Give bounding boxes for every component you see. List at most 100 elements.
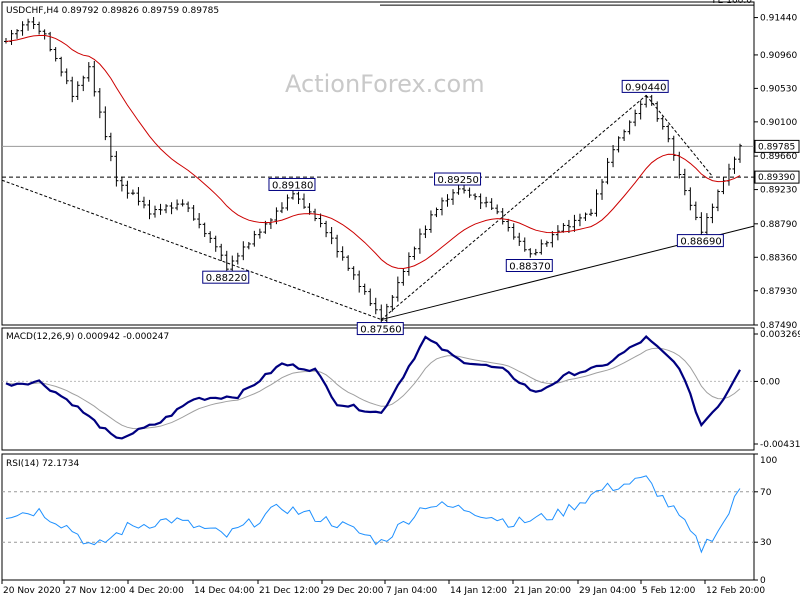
price-bar — [721, 177, 726, 195]
price-bar — [406, 252, 411, 276]
price-bar — [147, 199, 152, 220]
price-bar — [533, 248, 538, 256]
price-bar — [616, 136, 621, 153]
price-bar — [70, 76, 75, 103]
price-bar — [434, 207, 439, 218]
price-bar — [169, 202, 174, 215]
trend-dashed-up — [380, 95, 647, 320]
price-bar — [324, 220, 329, 238]
price-label: 0.89250 — [434, 172, 482, 186]
trend-dashed-down — [1, 179, 382, 321]
price-bar — [296, 191, 301, 205]
price-bar — [257, 228, 262, 239]
price-bar — [384, 303, 389, 325]
price-bar — [180, 199, 185, 207]
rsi-line — [5, 475, 741, 554]
price-bar — [600, 179, 605, 200]
support-price-label-box — [754, 170, 800, 184]
price-bar — [191, 205, 196, 221]
price-bar — [710, 203, 715, 224]
price-bar — [495, 204, 500, 215]
price-bar — [500, 208, 505, 225]
price-bar — [401, 268, 406, 286]
price-bar — [478, 193, 483, 209]
price-bar — [577, 213, 582, 227]
price-bar — [20, 21, 25, 36]
macd-panel-header: MACD(12,26,9) 0.000942 -0.000247 — [6, 332, 169, 342]
price-bar — [26, 18, 31, 31]
price-bar — [688, 187, 693, 211]
price-bar — [103, 106, 108, 141]
macd-tick-label: -0.004316 — [760, 440, 800, 450]
price-bar — [467, 187, 472, 198]
price-bar — [224, 250, 229, 273]
price-bar — [473, 193, 478, 200]
x-tick-label: 21 Dec 12:00 — [259, 586, 320, 596]
panel-frame-2 — [1, 327, 755, 451]
price-bar — [726, 163, 731, 186]
x-tick-label: 5 Feb 12:00 — [642, 586, 696, 596]
price-bar — [439, 197, 444, 216]
price-tick-label: 0.87490 — [760, 321, 797, 331]
price-bar — [451, 189, 456, 205]
price-bar — [164, 204, 169, 214]
price-label-text: 0.88370 — [509, 262, 550, 273]
price-bar — [108, 132, 113, 162]
price-bar — [417, 228, 422, 254]
price-bar — [362, 283, 367, 295]
price-label: 0.89180 — [268, 177, 316, 191]
price-bar — [644, 94, 649, 108]
price-bar — [528, 248, 533, 258]
price-bar — [241, 241, 246, 261]
price-bar — [230, 255, 235, 272]
price-bar — [666, 124, 671, 143]
price-label-text: 0.89180 — [272, 180, 313, 191]
watermark: ActionForex.com — [285, 70, 485, 98]
price-bar — [59, 56, 64, 77]
x-tick-label: 20 Nov 2020 — [3, 586, 61, 596]
price-bar — [153, 205, 158, 218]
x-tick-label: 29 Jan 04:00 — [579, 586, 636, 596]
macd-tick-label: 0.003269 — [760, 330, 800, 340]
price-label-box — [356, 322, 404, 336]
price-tick-label: 0.88790 — [760, 220, 797, 230]
price-label: 0.87560 — [356, 322, 404, 336]
price-label-box — [202, 270, 250, 284]
price-bar — [158, 203, 163, 215]
watermark-text: ActionForex.com — [285, 70, 485, 98]
x-tick-label: 4 Dec 20:00 — [129, 586, 184, 596]
moving-average-line — [5, 34, 741, 270]
price-bar — [346, 255, 351, 271]
support-price-label: 0.89390 — [754, 170, 800, 184]
fe-label: FE 100.0 — [713, 0, 753, 6]
price-bar — [313, 208, 318, 222]
price-bar — [588, 208, 593, 217]
price-tick-label: 0.88360 — [760, 253, 797, 263]
price-bar — [268, 218, 273, 229]
price-bar — [649, 94, 654, 106]
price-bar — [699, 212, 704, 235]
price-label-box — [268, 177, 316, 191]
price-tick-label: 0.91440 — [760, 14, 797, 24]
price-bar — [219, 243, 224, 261]
price-bar — [31, 16, 36, 30]
price-bar — [572, 214, 577, 232]
price-bar — [351, 266, 356, 280]
price-label: 0.88220 — [202, 270, 250, 284]
price-bar — [412, 246, 417, 260]
price-tick-label: 0.90960 — [760, 51, 797, 61]
price-label: 0.88690 — [676, 234, 724, 248]
macd-signal-line — [5, 347, 741, 430]
price-bar — [704, 213, 709, 236]
axes: USDCHF,H4 0.89792 0.89826 0.89759 0.8978… — [1, 6, 800, 596]
price-bar — [136, 187, 141, 206]
price-tick-label: 0.87930 — [760, 287, 797, 297]
price-bar — [81, 75, 86, 92]
price-bar — [357, 270, 362, 293]
price-bar — [379, 304, 384, 326]
price-bar — [329, 226, 334, 245]
price-label-text: 0.88690 — [680, 237, 721, 248]
price-bar — [9, 29, 14, 45]
price-bar — [484, 196, 489, 208]
price-bar — [655, 101, 660, 122]
